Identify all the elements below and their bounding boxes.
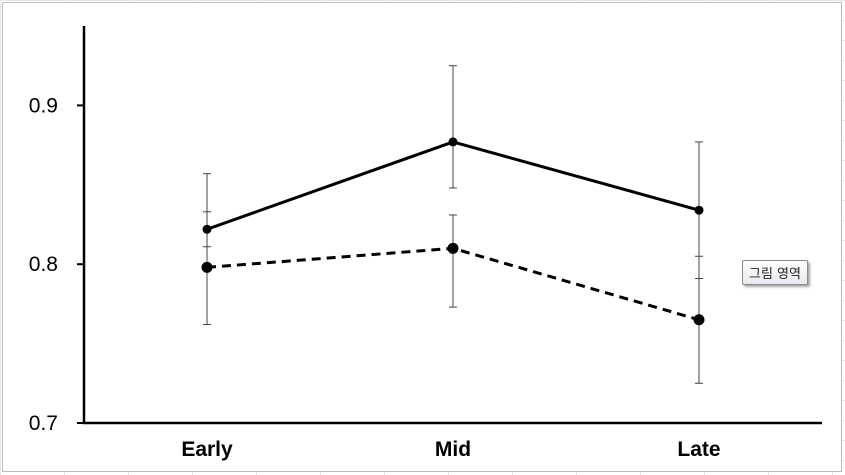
axes xyxy=(77,26,822,425)
x-category-label: Early xyxy=(181,438,233,461)
y-tick-label: 0.9 xyxy=(29,94,58,117)
plot-area-tooltip: 그림 영역 xyxy=(742,260,808,285)
data-point xyxy=(447,242,459,254)
axis-labels: 0.7 0.8 0.9 Early Mid Late xyxy=(29,94,721,461)
data-point xyxy=(201,261,213,273)
data-point xyxy=(694,205,704,215)
data-point xyxy=(693,314,705,326)
y-tick-label: 0.7 xyxy=(29,412,58,435)
x-category-label: Late xyxy=(677,438,720,461)
data-point xyxy=(448,137,458,147)
error-bars xyxy=(203,65,703,384)
x-category-label: Mid xyxy=(435,438,471,461)
data-point xyxy=(202,224,212,234)
y-tick-label: 0.8 xyxy=(29,253,58,276)
series-points xyxy=(201,137,705,326)
